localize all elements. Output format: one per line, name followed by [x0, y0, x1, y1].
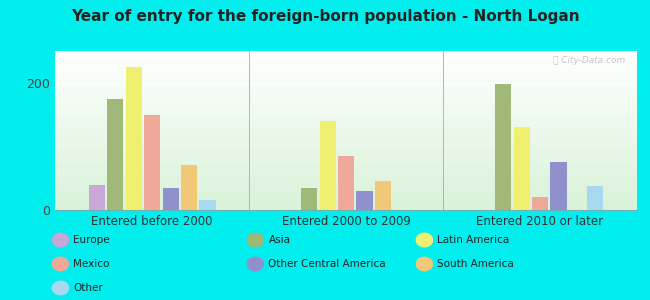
Text: Year of entry for the foreign-born population - North Logan: Year of entry for the foreign-born popul… [71, 9, 579, 24]
Text: Europe: Europe [73, 235, 110, 245]
Text: Other: Other [73, 283, 103, 293]
Bar [181, 166, 197, 210]
Text: ⓘ City-Data.com: ⓘ City-Data.com [553, 56, 625, 65]
Bar [89, 184, 105, 210]
Bar [375, 182, 391, 210]
Bar [532, 197, 548, 210]
Bar [320, 121, 336, 210]
Bar [301, 188, 317, 210]
Bar [125, 67, 142, 210]
Bar [551, 162, 567, 210]
Bar [338, 156, 354, 210]
Bar [495, 84, 512, 210]
Bar [514, 127, 530, 210]
Text: Other Central America: Other Central America [268, 259, 386, 269]
Text: South America: South America [437, 259, 514, 269]
Bar [200, 200, 216, 210]
Bar [107, 99, 124, 210]
Text: Mexico: Mexico [73, 259, 110, 269]
Bar [356, 191, 372, 210]
Bar [162, 188, 179, 210]
Text: Latin America: Latin America [437, 235, 510, 245]
Bar [587, 186, 603, 210]
Text: Asia: Asia [268, 235, 291, 245]
Bar [144, 115, 161, 210]
